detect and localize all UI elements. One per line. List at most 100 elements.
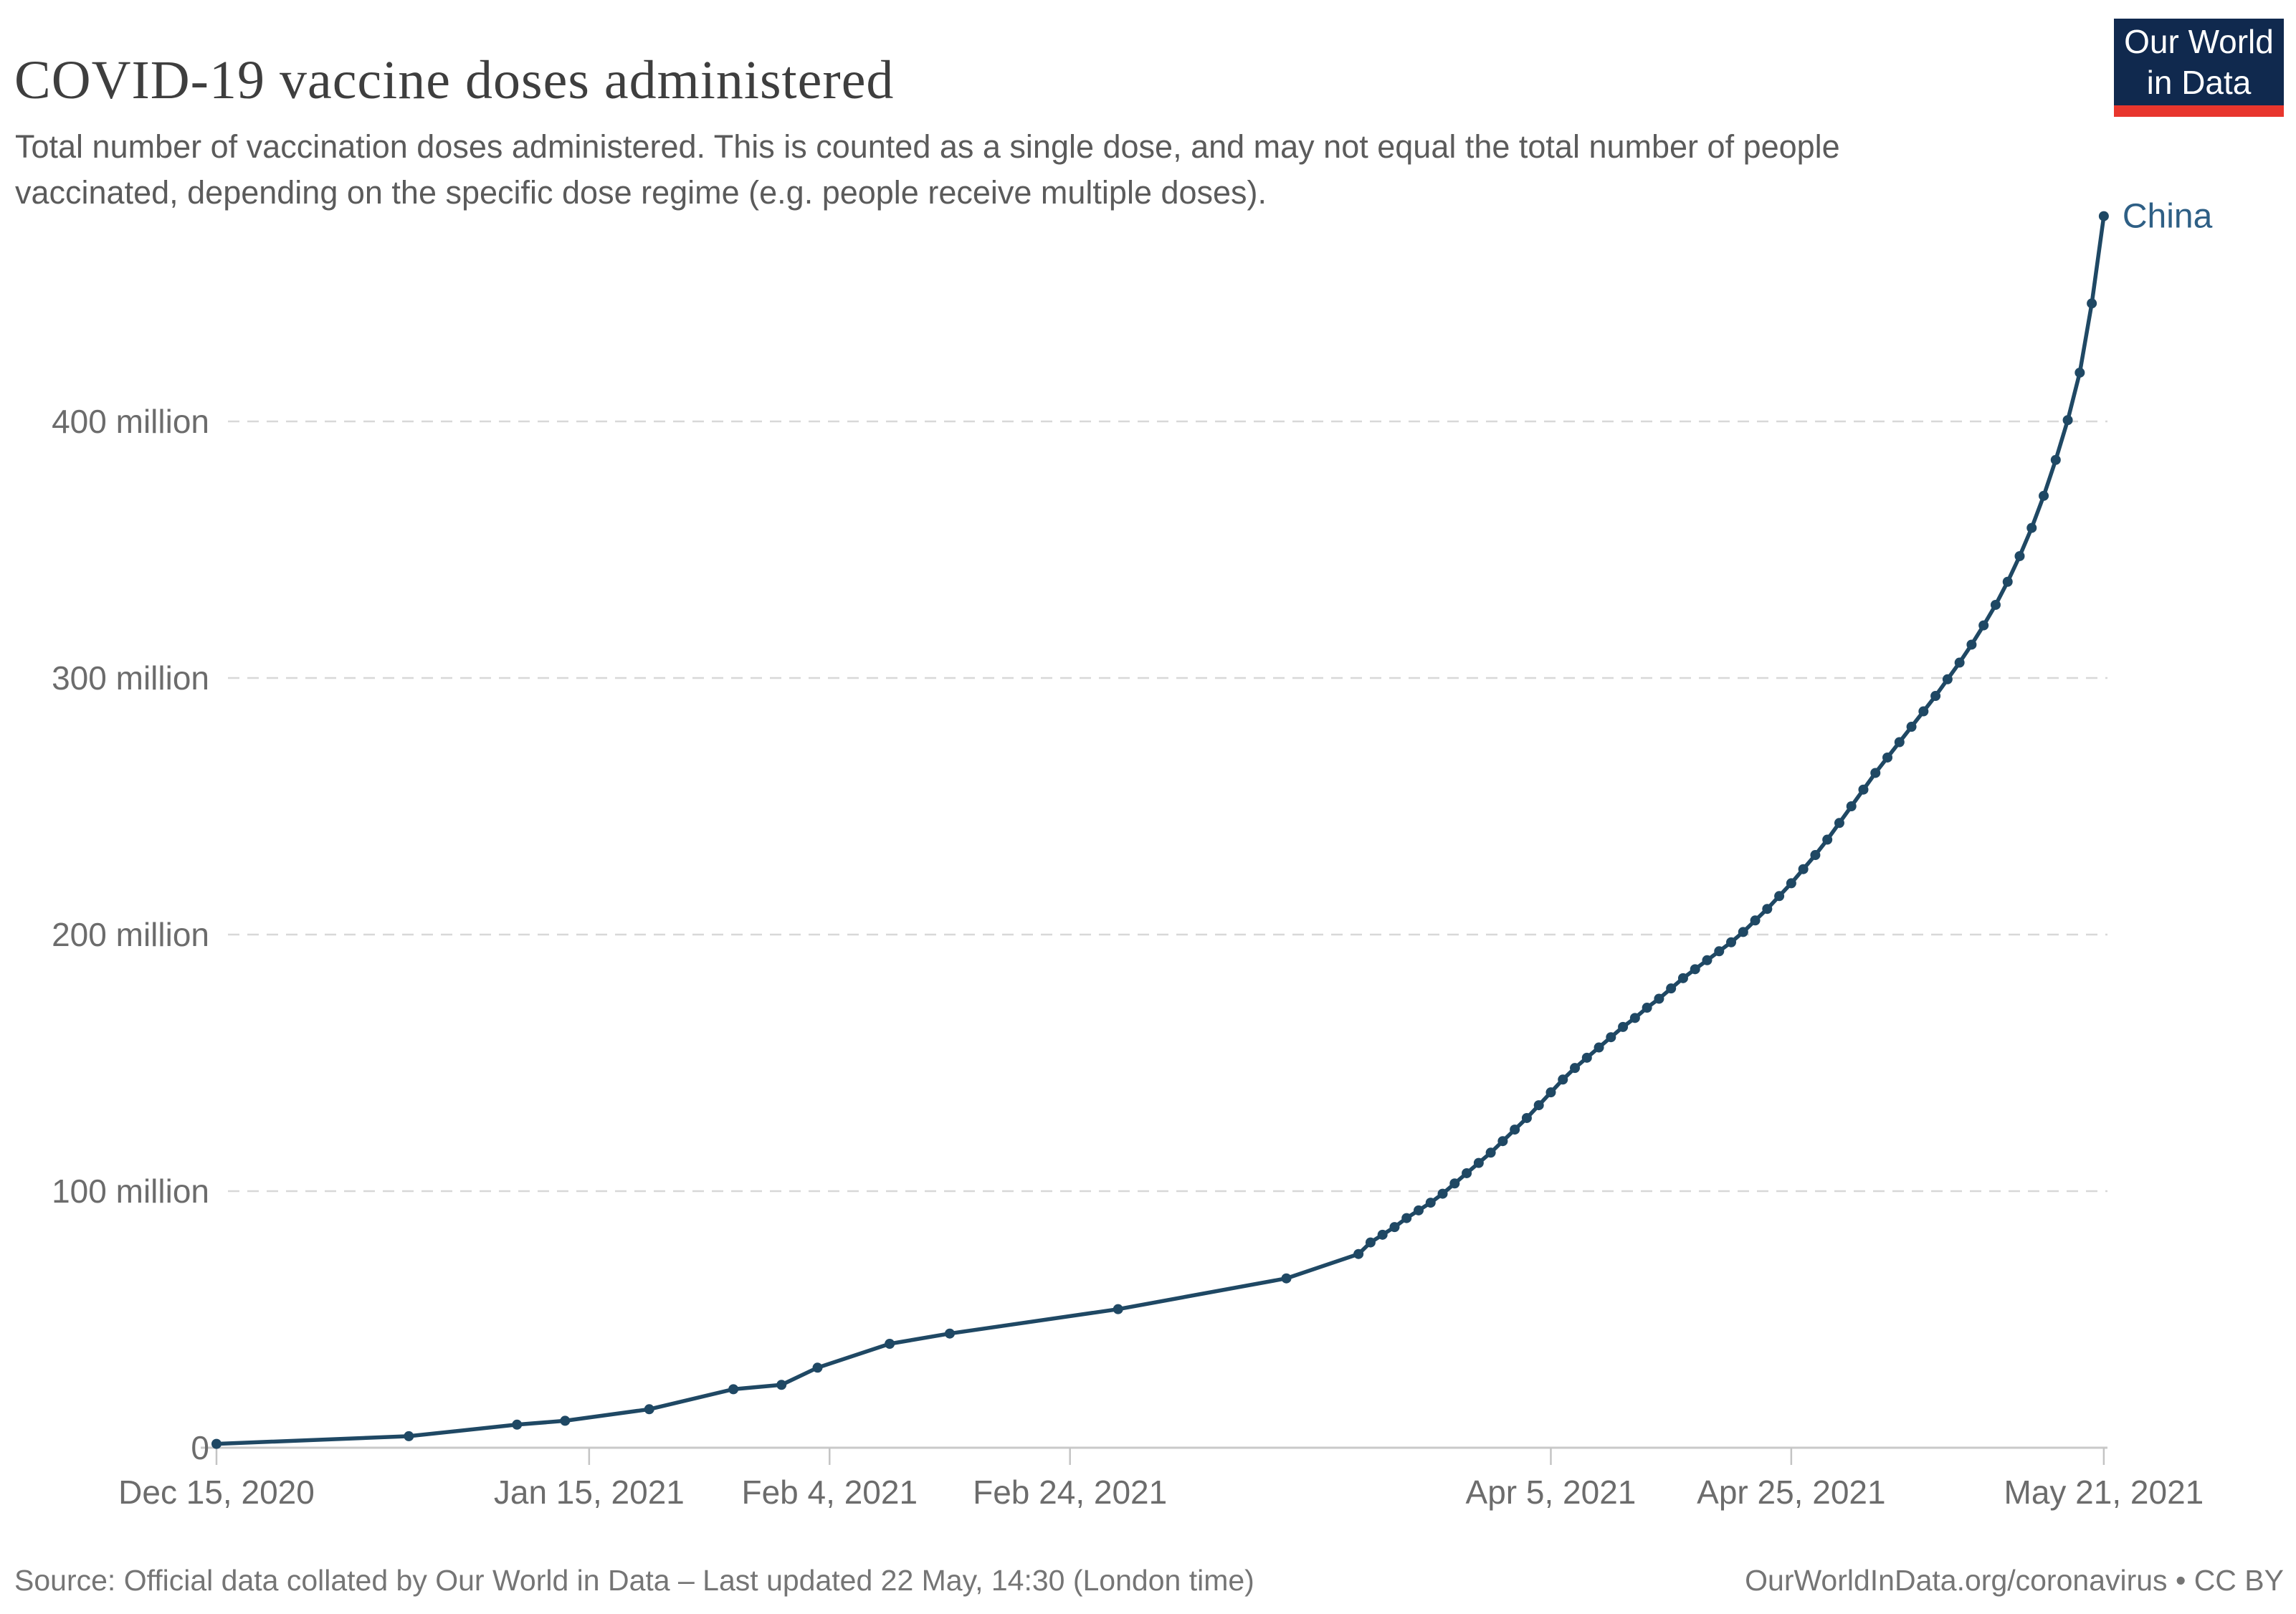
owid-logo-line2: in Data <box>2146 63 2252 101</box>
x-axis-label-2021-04-25: Apr 25, 2021 <box>1697 1474 1885 1511</box>
data-point-china-2021-01-09[interactable] <box>512 1419 523 1430</box>
x-axis-label-2020-12-15: Dec 15, 2020 <box>118 1474 315 1511</box>
data-point-china-2021-01-13[interactable] <box>560 1415 571 1426</box>
owid-logo-red-bar <box>2114 105 2284 117</box>
x-axis-label-2021-02-24: Feb 24, 2021 <box>973 1474 1167 1511</box>
data-point-china-2021-04-17[interactable] <box>1690 964 1700 975</box>
data-point-china-2021-03-20[interactable] <box>1353 1248 1364 1259</box>
data-point-china-2020-12-31[interactable] <box>404 1431 414 1441</box>
data-point-china-2021-04-02[interactable] <box>1510 1124 1520 1135</box>
data-point-china-2021-04-26[interactable] <box>1798 864 1809 874</box>
page-title: COVID-19 vaccine doses administered <box>14 49 895 110</box>
data-point-china-2021-05-01[interactable] <box>1858 784 1869 795</box>
data-point-china-2021-04-24[interactable] <box>1774 891 1785 902</box>
data-point-china-2021-01-20[interactable] <box>644 1404 654 1415</box>
data-point-china-2021-04-07[interactable] <box>1570 1063 1581 1074</box>
data-point-china-2021-04-14[interactable] <box>1654 993 1664 1004</box>
series-line-china <box>214 214 2106 1446</box>
data-point-china-2021-05-06[interactable] <box>1918 706 1929 717</box>
data-point-china-2021-04-29[interactable] <box>1834 818 1844 829</box>
data-point-china-2021-03-26[interactable] <box>1425 1198 1436 1208</box>
data-point-china-2021-05-13[interactable] <box>2002 576 2013 587</box>
x-axis-label-2021-04-05: Apr 5, 2021 <box>1466 1474 1637 1511</box>
data-point-china-2021-05-12[interactable] <box>1990 599 2001 610</box>
footer-link[interactable]: OurWorldInData.org/coronavirus • CC BY <box>1745 1564 2284 1597</box>
data-point-china-2021-04-25[interactable] <box>1786 878 1796 889</box>
data-point-china-2021-03-29[interactable] <box>1462 1167 1472 1178</box>
data-point-china-2020-12-15[interactable] <box>211 1438 221 1449</box>
y-axis-label-400m: 400 million <box>52 403 209 440</box>
data-point-china-2021-02-28[interactable] <box>1113 1304 1123 1314</box>
data-point-china-2021-05-16[interactable] <box>2039 490 2049 501</box>
data-point-china-2021-05-18[interactable] <box>2062 415 2073 426</box>
owid-logo-line1: Our World <box>2124 23 2274 61</box>
data-point-china-2021-03-21[interactable] <box>1365 1237 1376 1248</box>
data-point-china-2021-03-30[interactable] <box>1473 1157 1484 1168</box>
data-point-china-2021-04-18[interactable] <box>1702 955 1713 965</box>
data-point-china-2021-04-06[interactable] <box>1558 1074 1568 1085</box>
data-point-china-2021-04-11[interactable] <box>1618 1021 1629 1032</box>
data-point-china-2021-04-28[interactable] <box>1822 834 1833 845</box>
data-point-china-2021-04-27[interactable] <box>1810 850 1821 861</box>
data-point-china-2021-05-10[interactable] <box>1966 639 1977 650</box>
data-point-china-2021-01-31[interactable] <box>776 1380 787 1390</box>
data-point-china-2021-05-15[interactable] <box>2026 522 2037 533</box>
y-axis-label-0m: 0 <box>191 1429 209 1466</box>
data-point-china-2021-03-28[interactable] <box>1449 1178 1460 1189</box>
data-point-china-2021-04-30[interactable] <box>1846 801 1857 811</box>
data-point-china-2021-04-23[interactable] <box>1762 904 1773 915</box>
data-point-china-2021-04-19[interactable] <box>1714 946 1725 957</box>
data-point-china-2021-05-05[interactable] <box>1906 722 1917 732</box>
data-point-china-2021-05-21[interactable] <box>2098 211 2109 221</box>
footer-source: Source: Official data collated by Our Wo… <box>14 1564 1254 1597</box>
y-axis-label-300m: 300 million <box>52 659 209 697</box>
data-point-china-2021-05-03[interactable] <box>1882 752 1893 763</box>
y-axis-label-200m: 200 million <box>52 916 209 953</box>
data-point-china-2021-04-09[interactable] <box>1594 1042 1604 1053</box>
data-point-china-2021-03-22[interactable] <box>1377 1229 1388 1240</box>
data-point-china-2021-04-03[interactable] <box>1521 1112 1532 1123</box>
data-point-china-2021-04-01[interactable] <box>1497 1136 1508 1147</box>
x-axis-label-2021-02-04: Feb 4, 2021 <box>742 1474 918 1511</box>
page-subtitle: Total number of vaccination doses admini… <box>15 128 1840 211</box>
data-point-china-2021-04-20[interactable] <box>1726 937 1737 947</box>
data-point-china-2021-04-04[interactable] <box>1533 1100 1544 1111</box>
data-point-china-2021-03-27[interactable] <box>1437 1188 1448 1199</box>
data-point-china-2021-04-22[interactable] <box>1750 915 1761 926</box>
x-axis-label-2021-01-15: Jan 15, 2021 <box>494 1474 685 1511</box>
data-point-china-2021-04-15[interactable] <box>1666 983 1677 994</box>
data-point-china-2021-05-04[interactable] <box>1894 737 1905 748</box>
data-point-china-2021-04-16[interactable] <box>1677 973 1688 983</box>
data-point-china-2021-03-25[interactable] <box>1414 1205 1424 1216</box>
data-point-china-2021-03-14[interactable] <box>1281 1273 1292 1284</box>
x-axis-label-2021-05-21: May 21, 2021 <box>2004 1474 2204 1511</box>
data-point-china-2021-03-31[interactable] <box>1485 1147 1496 1158</box>
data-point-china-2021-04-10[interactable] <box>1606 1032 1616 1043</box>
data-point-china-2021-04-12[interactable] <box>1629 1013 1640 1023</box>
owid-logo[interactable]: Our World in Data <box>2114 19 2284 117</box>
data-point-china-2021-05-20[interactable] <box>2087 298 2097 309</box>
data-point-china-2021-04-13[interactable] <box>1642 1003 1652 1013</box>
data-point-china-2021-04-21[interactable] <box>1738 927 1748 937</box>
series-label-china: China <box>2123 198 2213 236</box>
data-point-china-2021-05-08[interactable] <box>1942 674 1953 684</box>
data-point-china-2021-05-07[interactable] <box>1930 691 1941 702</box>
data-point-china-2021-02-09[interactable] <box>885 1339 895 1350</box>
data-point-china-2021-05-14[interactable] <box>2014 550 2025 561</box>
data-point-china-2021-05-17[interactable] <box>2050 454 2061 465</box>
data-point-china-2021-02-03[interactable] <box>812 1362 823 1373</box>
data-point-china-2021-05-02[interactable] <box>1870 768 1881 778</box>
data-point-china-2021-05-09[interactable] <box>1954 657 1965 668</box>
data-point-china-2021-05-19[interactable] <box>2075 367 2085 378</box>
y-axis-label-100m: 100 million <box>52 1173 209 1210</box>
data-point-china-2021-04-08[interactable] <box>1581 1052 1592 1063</box>
data-point-china-2021-03-23[interactable] <box>1389 1222 1400 1233</box>
data-point-china-2021-02-14[interactable] <box>944 1328 955 1339</box>
data-point-china-2021-04-05[interactable] <box>1545 1087 1556 1098</box>
data-point-china-2021-01-27[interactable] <box>728 1384 739 1395</box>
owid-logo-text: Our World in Data <box>2114 19 2284 105</box>
data-point-china-2021-03-24[interactable] <box>1401 1213 1412 1223</box>
data-point-china-2021-05-11[interactable] <box>1978 620 1989 631</box>
